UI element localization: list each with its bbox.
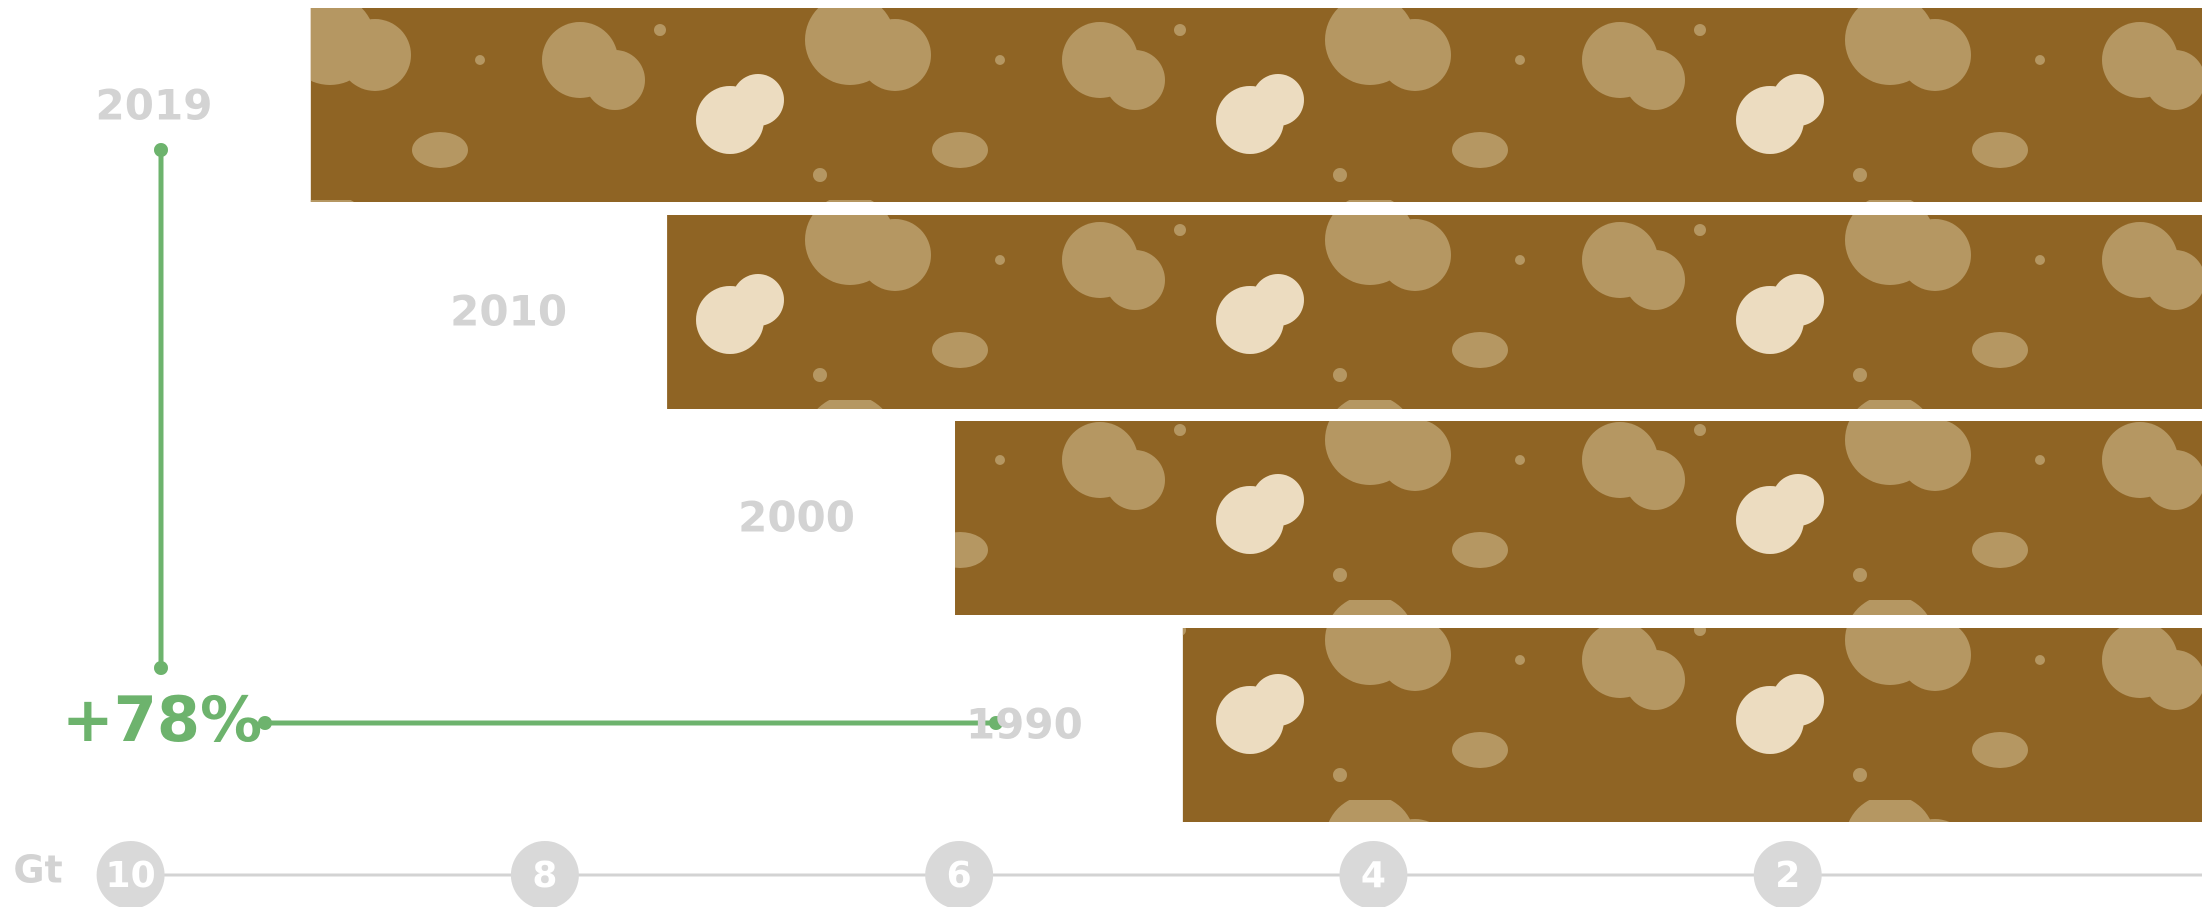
x-tick-label: 10 [106, 855, 156, 896]
category-label: 1990 [966, 700, 1083, 749]
tick-mark [510, 841, 579, 907]
x-tick-label: 6 [947, 855, 972, 896]
x-tick-label: 8 [532, 855, 557, 896]
bar [1182, 628, 2202, 822]
tick-mark [96, 841, 165, 907]
annotation-dot [154, 661, 168, 675]
category-label: 2000 [738, 493, 855, 542]
tick-mark [925, 841, 994, 907]
bar [310, 8, 2202, 202]
bar [955, 421, 2202, 615]
category-label: 2019 [96, 81, 213, 130]
x-tick-label: 4 [1361, 855, 1386, 896]
bar [667, 215, 2202, 409]
tick-mark [1339, 841, 1408, 907]
category-label: 2010 [450, 287, 567, 336]
annotation-dot [258, 716, 272, 730]
annotation: +78% [62, 683, 262, 756]
annotation-dot [989, 716, 1003, 730]
tick-mark [1753, 841, 1822, 907]
x-tick-label: 2 [1775, 855, 1800, 896]
annotation-dot [154, 143, 168, 157]
x-axis-label: Gt [13, 848, 62, 892]
